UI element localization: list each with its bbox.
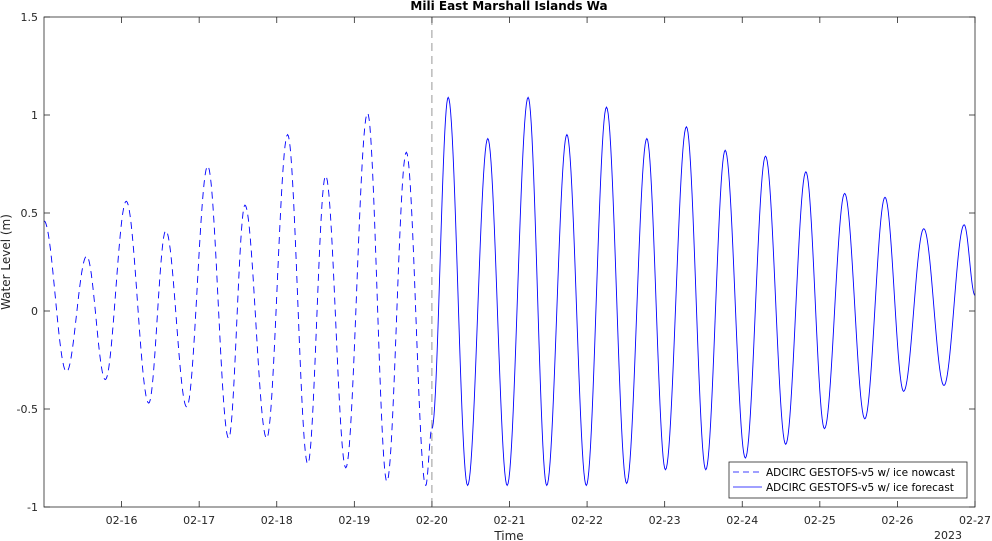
y-tick-label: 0.5 — [21, 207, 39, 220]
y-tick-label: 1 — [31, 109, 38, 122]
x-tick-label: 02-19 — [338, 514, 370, 527]
x-tick-label: 02-22 — [571, 514, 603, 527]
x-tick-label: 02-26 — [881, 514, 913, 527]
x-tick-label: 02-25 — [804, 514, 836, 527]
x-tick-label: 02-23 — [649, 514, 681, 527]
year-label: 2023 — [934, 529, 962, 541]
legend-nowcast-label: ADCIRC GESTOFS-v5 w/ ice nowcast — [766, 467, 955, 479]
axes: -1 -0.5 0 0.5 1 1.5 02-16 02-17 02-18 02-19 02-20 0… — [17, 11, 991, 527]
x-tick-label: 02-16 — [106, 514, 138, 527]
y-axis-label: Water Level (m) — [0, 214, 13, 310]
chart-title: Mili East Marshall Islands Wa — [410, 0, 607, 13]
x-tick-label: 02-20 — [416, 514, 448, 527]
plot-area — [44, 17, 975, 507]
series-nowcast-line — [43, 112, 433, 487]
x-tick-label: 02-17 — [183, 514, 215, 527]
y-tick-label: 0 — [31, 305, 38, 318]
legend-forecast-label: ADCIRC GESTOFS-v5 w/ ice forecast — [766, 482, 954, 494]
x-tick-label: 02-18 — [261, 514, 293, 527]
y-tick-label: -0.5 — [17, 403, 38, 416]
x-tick-label: 02-27 — [959, 514, 991, 527]
plot-lines — [43, 17, 976, 507]
plot-frame — [43, 16, 976, 508]
legend: ADCIRC GESTOFS-v5 w/ ice nowcast ADCIRC … — [728, 461, 968, 499]
x-axis-label: Time — [493, 529, 523, 541]
series-forecast-line — [431, 96, 976, 487]
y-tick-label: -1 — [27, 501, 38, 514]
y-tick-label: 1.5 — [21, 11, 39, 24]
x-tick-label: 02-24 — [726, 514, 758, 527]
x-tick-label: 02-21 — [494, 514, 526, 527]
legend-box — [728, 461, 968, 499]
